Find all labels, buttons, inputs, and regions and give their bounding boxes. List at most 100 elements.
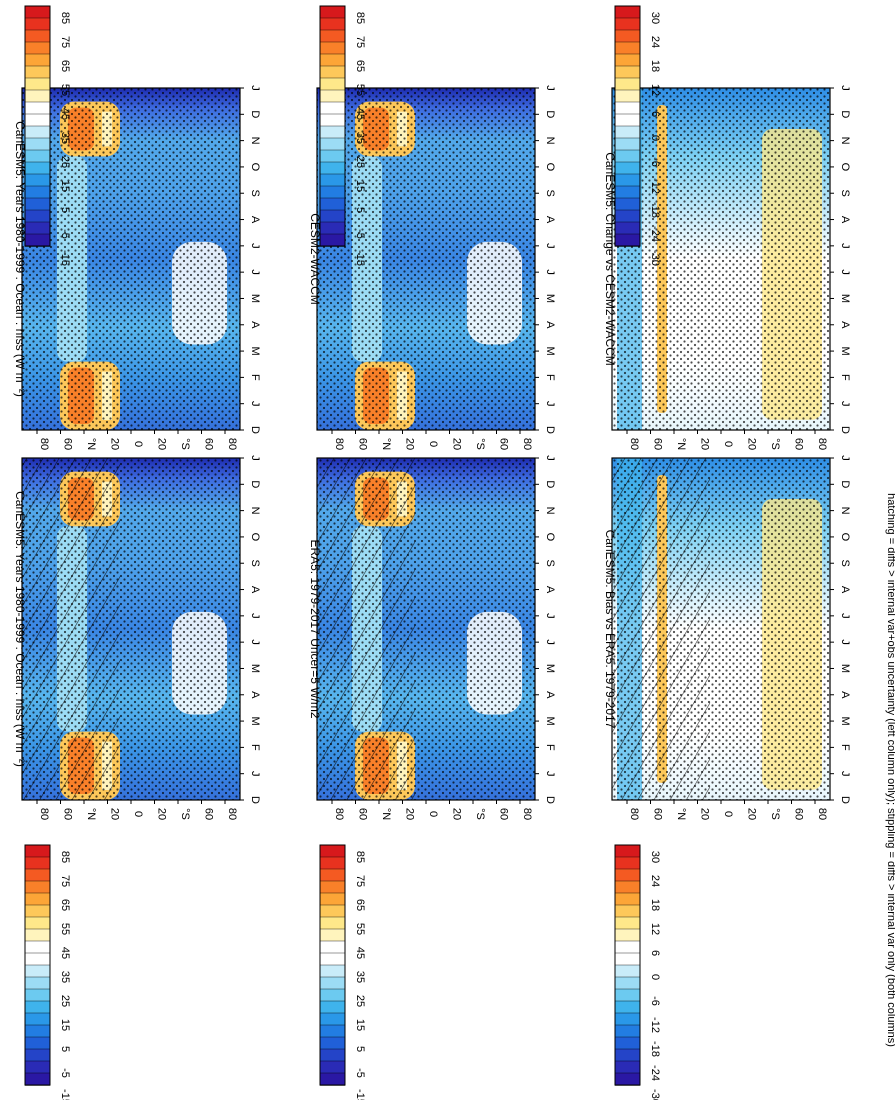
colorbar-swatch	[614, 916, 641, 930]
colorbar-label: 12	[649, 923, 661, 935]
colorbar-label: -12	[649, 1017, 661, 1033]
month-tick-label: D	[839, 480, 851, 488]
lat-tick-label: 20	[404, 438, 416, 450]
month-tick-label: A	[249, 321, 261, 329]
month-tick-label: N	[839, 507, 851, 515]
month-tick-label: J	[249, 613, 261, 619]
colorbar-label: -12	[649, 178, 661, 194]
colorbar-label: -18	[649, 1041, 661, 1057]
colorbar-swatch	[614, 221, 641, 235]
month-tick-label: J	[249, 85, 261, 91]
lat-tick-label: °N	[675, 438, 687, 450]
colorbar-swatch	[614, 161, 641, 175]
colorbar-label: 85	[354, 12, 366, 24]
colorbar-swatch	[24, 1024, 51, 1038]
colorbar-frame	[24, 5, 51, 247]
panel-title: ERA5: 1979-2017 Uncer=5 W/m2	[308, 539, 322, 718]
colorbar-frame	[319, 5, 346, 247]
colorbar-swatch	[24, 1072, 51, 1086]
month-tick-label: J	[249, 243, 261, 249]
colorbar-label: 45	[59, 947, 71, 959]
heatmap-panel-3: 80 60 °N 20 0 20 °S 60 80 D J F M A M J J A S O N D J CanESM5: …	[603, 455, 851, 820]
lat-tick-label: 60	[652, 808, 664, 820]
colorbar-swatch	[319, 125, 346, 139]
colorbar-swatch	[614, 149, 641, 163]
colorbar-label: 25	[59, 156, 71, 168]
month-tick-label: A	[249, 586, 261, 594]
colorbar-label: 65	[354, 60, 366, 72]
colorbar-swatch	[24, 53, 51, 67]
month-tick-label: F	[544, 374, 556, 381]
colorbar-swatch	[614, 1036, 641, 1050]
month-tick-label: D	[839, 426, 851, 434]
colorbar-swatch	[614, 113, 641, 127]
colorbar-swatch	[24, 1048, 51, 1062]
colorbar-swatch	[614, 952, 641, 966]
panel-title: CanESM5: Years 1980-1999 : Ocean : hfss …	[13, 121, 27, 397]
colorbar-label: -5	[59, 1068, 71, 1078]
colorbar-swatch	[319, 1060, 346, 1074]
month-tick-label: S	[839, 190, 851, 197]
lat-tick-label: °N	[85, 808, 97, 820]
colorbar-swatch	[24, 1012, 51, 1026]
colorbar-label: -24	[649, 226, 661, 242]
colorbar-swatch	[24, 209, 51, 223]
colorbar-label: 35	[59, 971, 71, 983]
colorbar-swatch	[319, 53, 346, 67]
lat-tick-label: 60	[62, 438, 74, 450]
colorbar-label: -15	[59, 1089, 71, 1100]
colorbar-label: 5	[59, 207, 71, 213]
colorbar-label: 75	[354, 36, 366, 48]
lat-tick-label: 60	[203, 808, 215, 820]
colorbar-label: 25	[354, 156, 366, 168]
colorbar-swatch	[24, 928, 51, 942]
colorbar-swatch	[319, 233, 346, 247]
colorbar-swatch	[614, 29, 641, 43]
colorbar-swatch	[614, 125, 641, 139]
month-tick-label: S	[544, 190, 556, 197]
colorbar-swatch	[614, 209, 641, 223]
lat-tick-label: 20	[699, 808, 711, 820]
colorbar-swatch	[24, 1000, 51, 1014]
month-tick-label: M	[839, 346, 851, 355]
month-tick-label: J	[249, 639, 261, 645]
colorbar-label: 75	[59, 36, 71, 48]
month-tick-label: J	[544, 401, 556, 407]
colorbar-swatch	[24, 161, 51, 175]
stippling	[22, 88, 240, 430]
colorbar-swatch	[24, 844, 51, 858]
colorbar-label: 6	[649, 950, 661, 956]
colorbar-abs: 85 75 65 55 45 35 25 15 5 -5 -15	[319, 844, 366, 1100]
month-tick-label: D	[544, 796, 556, 804]
lat-tick-label: 20	[109, 808, 121, 820]
colorbar-abs: 85 75 65 55 45 35 25 15 5 -5 -15	[24, 5, 71, 266]
colorbar-swatch	[614, 77, 641, 91]
colorbar-swatch	[319, 964, 346, 978]
colorbar-swatch	[24, 65, 51, 79]
stippling	[317, 88, 535, 430]
colorbar-swatch	[24, 916, 51, 930]
colorbar-label: 45	[59, 108, 71, 120]
colorbar-swatch	[319, 952, 346, 966]
month-tick-label: F	[249, 744, 261, 751]
colorbar-swatch	[319, 65, 346, 79]
colorbar-diff: 30 24 18 12 6 0 -6 -12 -18 -24 -30	[614, 844, 661, 1100]
month-tick-label: O	[839, 533, 851, 542]
month-tick-label: M	[249, 294, 261, 303]
month-tick-label: S	[544, 560, 556, 567]
lat-tick-label: 60	[498, 438, 510, 450]
lat-tick-label: °S	[474, 808, 486, 820]
lat-tick-label: 20	[404, 808, 416, 820]
lat-tick-label: 80	[816, 808, 828, 820]
colorbar-swatch	[24, 1036, 51, 1050]
colorbar-label: 65	[59, 60, 71, 72]
colorbar-frame	[614, 5, 641, 247]
colorbar-swatch	[614, 976, 641, 990]
month-tick-label: J	[839, 85, 851, 91]
colorbar-swatch	[319, 209, 346, 223]
colorbar-swatch	[319, 185, 346, 199]
month-tick-label: A	[839, 691, 851, 699]
colorbar-swatch	[319, 101, 346, 115]
month-tick-label: D	[544, 110, 556, 118]
colorbar-label: 15	[59, 1019, 71, 1031]
